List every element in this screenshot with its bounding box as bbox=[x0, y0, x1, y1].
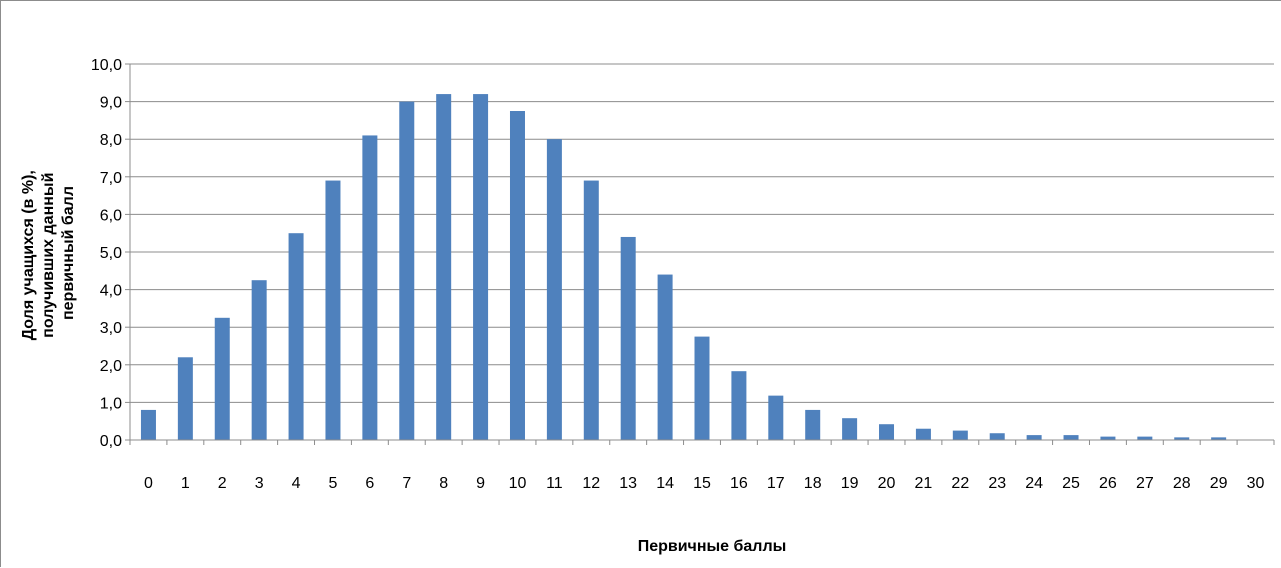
x-tick-label: 3 bbox=[255, 475, 264, 492]
x-tick-label: 30 bbox=[1247, 475, 1265, 492]
x-tick-label: 2 bbox=[218, 475, 227, 492]
y-tick-label: 10,0 bbox=[91, 57, 122, 74]
x-tick-labels: 0 1 2 3 4 5 6 7 8 9 10 11 12 13 14 15 16 17 18 19 20 21 22 23 24… bbox=[144, 475, 1265, 492]
bar-14 bbox=[657, 274, 673, 440]
x-tick-label: 4 bbox=[292, 475, 301, 492]
y-tick-label: 0,0 bbox=[100, 433, 122, 450]
bar-26 bbox=[1100, 436, 1116, 440]
bar-10 bbox=[509, 111, 525, 440]
gridlines bbox=[130, 63, 1274, 403]
x-tick-label: 8 bbox=[439, 475, 448, 492]
bars bbox=[140, 94, 1227, 440]
bar-27 bbox=[1137, 436, 1153, 440]
bar-9 bbox=[473, 94, 489, 440]
bar-28 bbox=[1174, 437, 1190, 440]
x-tick-label: 9 bbox=[476, 475, 485, 492]
y-tick-label: 6,0 bbox=[100, 207, 122, 224]
y-tick-label: 9,0 bbox=[100, 95, 122, 112]
y-axis-title-line-1: Доля учащихся (в %), bbox=[20, 170, 37, 340]
bar-29 bbox=[1211, 437, 1227, 440]
x-tick-label: 1 bbox=[181, 475, 190, 492]
axes bbox=[125, 63, 1275, 445]
y-tick-label: 4,0 bbox=[100, 283, 122, 300]
y-axis-title: Доля учащихся (в %), получивших данный п… bbox=[20, 166, 77, 341]
bar-19 bbox=[842, 418, 858, 440]
x-tick-label: 10 bbox=[509, 475, 527, 492]
bar-0 bbox=[140, 409, 156, 440]
x-tick-label: 25 bbox=[1062, 475, 1080, 492]
bar-13 bbox=[620, 236, 636, 440]
y-axis-title-line-3: первичный балл bbox=[60, 186, 77, 320]
bar-6 bbox=[362, 135, 378, 440]
bar-17 bbox=[768, 395, 784, 440]
bar-1 bbox=[177, 357, 193, 440]
y-tick-label: 5,0 bbox=[100, 245, 122, 262]
x-tick-label: 7 bbox=[402, 475, 411, 492]
bar-3 bbox=[251, 280, 267, 440]
x-tick-label: 19 bbox=[841, 475, 859, 492]
x-tick-label: 15 bbox=[693, 475, 711, 492]
bar-11 bbox=[546, 139, 562, 440]
y-tick-labels: 0,0 1,0 2,0 3,0 4,0 5,0 6,0 7,0 8,0 9,0 10,0 bbox=[91, 57, 122, 450]
y-tick-label: 7,0 bbox=[100, 170, 122, 187]
bar-21 bbox=[915, 428, 931, 440]
y-tick-label: 8,0 bbox=[100, 132, 122, 149]
y-tick-label: 3,0 bbox=[100, 320, 122, 337]
bar-20 bbox=[879, 424, 895, 440]
bar-22 bbox=[952, 430, 968, 440]
x-tick-label: 29 bbox=[1210, 475, 1228, 492]
y-tick-label: 1,0 bbox=[100, 395, 122, 412]
x-tick-label: 28 bbox=[1173, 475, 1191, 492]
bar-24 bbox=[1026, 435, 1042, 440]
bar-16 bbox=[731, 371, 747, 440]
x-tick-label: 14 bbox=[656, 475, 674, 492]
y-axis-title-line-2: получивших данный bbox=[40, 173, 57, 338]
x-tick-label: 21 bbox=[915, 475, 933, 492]
x-tick-label: 6 bbox=[365, 475, 374, 492]
bar-4 bbox=[288, 233, 304, 440]
x-tick-label: 5 bbox=[329, 475, 338, 492]
x-tick-label: 23 bbox=[988, 475, 1006, 492]
bar-7 bbox=[399, 101, 415, 440]
x-tick-label: 0 bbox=[144, 475, 153, 492]
x-tick-label: 12 bbox=[582, 475, 600, 492]
x-tick-label: 27 bbox=[1136, 475, 1154, 492]
bar-12 bbox=[583, 180, 599, 440]
x-tick-label: 20 bbox=[878, 475, 896, 492]
bar-25 bbox=[1063, 435, 1079, 440]
x-axis-title: Первичные баллы bbox=[638, 538, 787, 555]
bar-23 bbox=[989, 433, 1005, 440]
y-tick-label: 2,0 bbox=[100, 358, 122, 375]
bar-2 bbox=[214, 317, 230, 440]
bar-15 bbox=[694, 336, 710, 440]
x-tick-label: 13 bbox=[619, 475, 637, 492]
x-tick-label: 24 bbox=[1025, 475, 1043, 492]
bar-8 bbox=[436, 94, 452, 440]
x-tick-label: 18 bbox=[804, 475, 822, 492]
x-tick-label: 17 bbox=[767, 475, 785, 492]
x-tick-label: 26 bbox=[1099, 475, 1117, 492]
x-tick-label: 22 bbox=[951, 475, 969, 492]
x-tick-label: 16 bbox=[730, 475, 748, 492]
bar-5 bbox=[325, 180, 341, 440]
x-tick-label: 11 bbox=[546, 475, 563, 492]
bar-18 bbox=[805, 409, 821, 440]
